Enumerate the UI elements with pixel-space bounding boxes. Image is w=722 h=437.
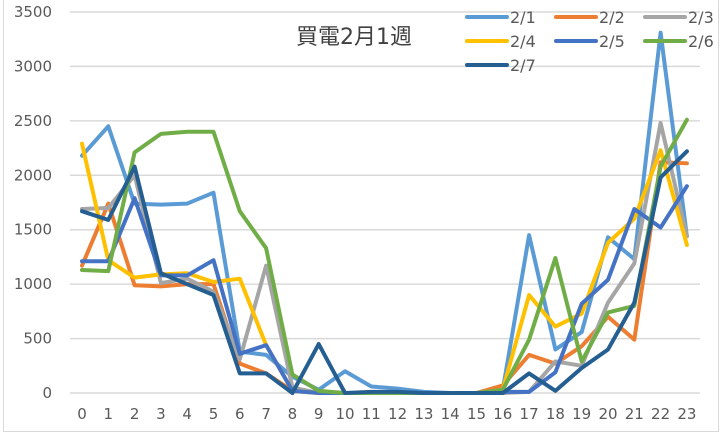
x-tick-label: 16 <box>493 405 512 423</box>
x-tick-label: 13 <box>414 405 433 423</box>
x-tick-label: 12 <box>388 405 407 423</box>
legend-label: 2/4 <box>510 32 536 51</box>
x-tick-label: 23 <box>677 405 696 423</box>
legend-item-2-2[interactable]: 2/2 <box>554 8 625 27</box>
x-tick-label: 8 <box>288 405 298 423</box>
x-tick-label: 3 <box>156 405 166 423</box>
x-tick-label: 6 <box>235 405 245 423</box>
x-tick-label: 19 <box>572 405 591 423</box>
series-line-2-5[interactable] <box>80 184 689 395</box>
x-tick-label: 21 <box>625 405 644 423</box>
legend-label: 2/1 <box>510 8 536 27</box>
x-tick-label: 18 <box>546 405 565 423</box>
series-line-2-1[interactable] <box>80 30 689 395</box>
chart-title: 買電2月1週 <box>296 25 412 50</box>
x-tick-label: 10 <box>335 405 354 423</box>
y-tick-label: 2500 <box>14 112 52 130</box>
y-tick-label: 1000 <box>14 275 52 293</box>
legend-item-2-3[interactable]: 2/3 <box>643 8 714 27</box>
legend-item-2-1[interactable]: 2/1 <box>465 8 536 27</box>
legend: 2/1 2/2 2/3 2/4 2/5 2/6 2/7 <box>465 8 714 75</box>
legend-item-2-6[interactable]: 2/6 <box>643 32 714 51</box>
x-tick-label: 15 <box>467 405 486 423</box>
legend-item-2-5[interactable]: 2/5 <box>554 32 625 51</box>
series-line-2-3[interactable] <box>80 121 689 395</box>
x-tick-label: 0 <box>77 405 87 423</box>
legend-item-2-4[interactable]: 2/4 <box>465 32 536 51</box>
y-tick-label: 3500 <box>14 3 52 21</box>
y-tick-label: 2000 <box>14 166 52 184</box>
legend-label: 2/7 <box>510 56 536 75</box>
legend-label: 2/5 <box>599 32 625 51</box>
x-tick-label: 11 <box>362 405 381 423</box>
gridlines <box>70 11 700 394</box>
legend-label: 2/6 <box>688 32 714 51</box>
y-tick-label: 1500 <box>14 221 52 239</box>
y-axis: 0 500 1000 1500 2000 2500 3000 3500 <box>14 3 52 402</box>
x-tick-label: 5 <box>209 405 219 423</box>
y-tick-label: 0 <box>42 384 52 402</box>
legend-label: 2/3 <box>688 8 714 27</box>
x-axis: 0 1 2 3 4 5 6 7 8 9 10 11 12 13 14 15 16 17 18 19 20 21 22 23 <box>77 405 696 423</box>
legend-label: 2/2 <box>599 8 625 27</box>
x-tick-label: 14 <box>441 405 460 423</box>
x-tick-label: 17 <box>520 405 539 423</box>
x-tick-label: 7 <box>261 405 271 423</box>
x-tick-label: 4 <box>182 405 192 423</box>
series-line-2-6[interactable] <box>80 117 689 395</box>
y-tick-label: 500 <box>23 330 52 348</box>
x-tick-label: 1 <box>104 405 114 423</box>
y-tick-label: 3000 <box>14 57 52 75</box>
x-tick-label: 9 <box>314 405 324 423</box>
x-tick-label: 20 <box>598 405 617 423</box>
series-line-2-7[interactable] <box>80 149 689 395</box>
plot-series <box>80 30 689 395</box>
legend-item-2-7[interactable]: 2/7 <box>465 56 536 75</box>
x-tick-label: 2 <box>130 405 140 423</box>
x-tick-label: 22 <box>651 405 670 423</box>
